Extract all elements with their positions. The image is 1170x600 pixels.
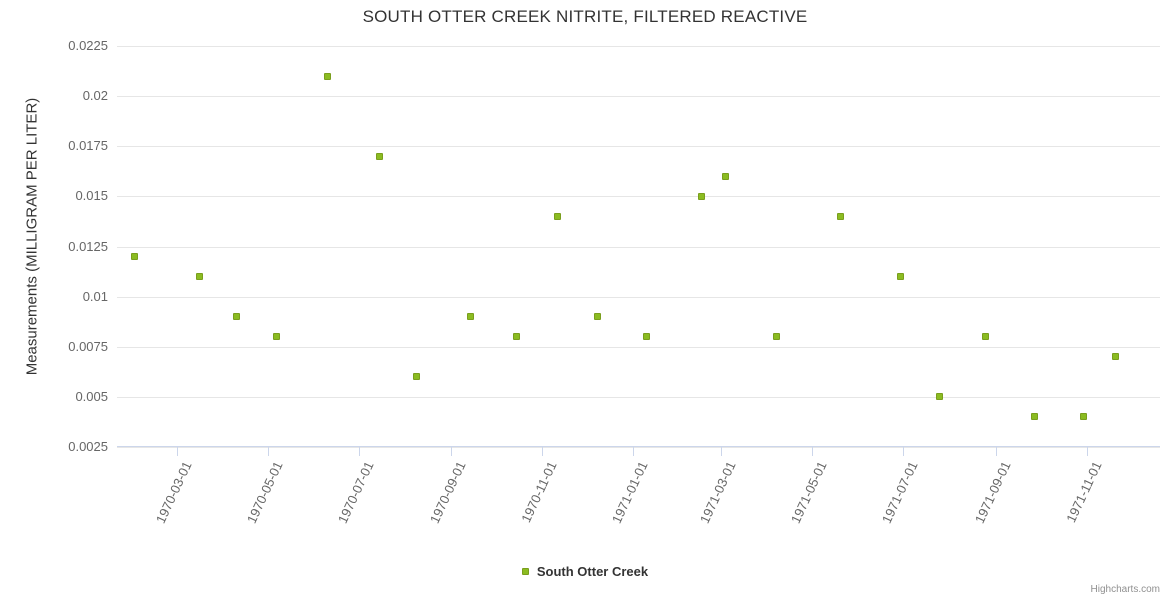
x-axis-tick-label: 1970-05-01 [243,459,286,526]
x-axis-tick-mark [812,447,814,456]
gridline [117,196,1160,198]
y-axis-tick-label: 0.0075 [68,338,108,354]
y-axis-tick-label: 0.01 [82,288,108,304]
data-point[interactable] [413,373,421,381]
x-axis-tick-label: 1970-03-01 [152,459,195,526]
gridline [117,146,1160,148]
data-point[interactable] [1111,353,1119,361]
plot-area [117,46,1160,448]
gridline [117,447,1160,448]
x-axis-tick-label: 1971-03-01 [697,459,739,526]
data-point[interactable] [935,393,943,401]
x-axis-tick-mark [1086,447,1088,456]
x-axis-tick-mark [176,447,178,456]
y-axis-tick-label: 0.015 [75,188,108,204]
x-axis-tick-mark [451,447,453,456]
gridline [117,246,1160,248]
x-axis-tick-mark [542,447,544,456]
data-point[interactable] [773,333,781,341]
x-axis-tick-label: 1971-05-01 [788,459,830,526]
data-point[interactable] [837,212,845,220]
data-point[interactable] [1031,413,1039,421]
x-axis-tick-label: 1971-07-01 [879,459,921,526]
y-axis-tick-label: 0.0225 [68,38,108,53]
data-point[interactable] [553,212,561,220]
legend-item-label: South Otter Creek [536,564,649,579]
x-axis-tick-label: 1971-09-01 [971,459,1014,526]
chart-title: SOUTH OTTER CREEK NITRITE, FILTERED REAC… [362,7,808,26]
data-point[interactable] [323,72,331,80]
x-axis-tick-mark [721,447,723,456]
x-axis-tick-label: 1971-01-01 [609,459,651,526]
gridline [117,96,1160,98]
y-axis-tick-label: 0.0025 [68,439,108,454]
gridline [117,346,1160,348]
data-point[interactable] [698,192,706,200]
legend-item[interactable]: South Otter Creek [521,564,649,579]
highcharts-credits-link[interactable]: Highcharts.com [1090,584,1160,595]
x-axis-tick-label: 1970-09-01 [427,459,469,526]
data-point[interactable] [896,273,904,281]
x-axis-line [117,446,1160,447]
data-point[interactable] [513,333,521,341]
gridline [117,396,1160,398]
data-point[interactable] [131,253,139,261]
data-point[interactable] [195,273,203,281]
gridline [117,296,1160,298]
data-point[interactable] [981,333,989,341]
y-axis-tick-label: 0.005 [75,388,108,404]
x-axis-tick-label: 1970-11-01 [518,459,560,525]
data-point[interactable] [722,172,730,180]
data-point[interactable] [643,333,651,341]
x-axis-tick-label: 1970-07-01 [334,459,377,526]
data-point[interactable] [273,333,281,341]
gridline [117,46,1160,47]
x-axis-tick-mark [358,447,360,456]
x-axis-tick-mark [903,447,905,456]
data-point[interactable] [376,152,384,160]
data-point[interactable] [593,313,601,321]
y-axis-tick-label: 0.02 [82,88,108,104]
data-point[interactable] [232,313,240,321]
data-point[interactable] [467,313,475,321]
x-axis-tick-label: 1971-11-01 [1063,459,1105,525]
x-axis-tick-mark [267,447,269,456]
data-point[interactable] [1080,413,1088,421]
x-axis-tick-mark [995,447,997,456]
legend-marker-icon [521,568,529,575]
x-axis-tick-mark [633,447,635,456]
chart-legend: South Otter Creek [0,563,1170,581]
y-axis-tick-label: 0.0125 [68,238,108,254]
y-axis-tick-label: 0.0175 [68,138,108,154]
